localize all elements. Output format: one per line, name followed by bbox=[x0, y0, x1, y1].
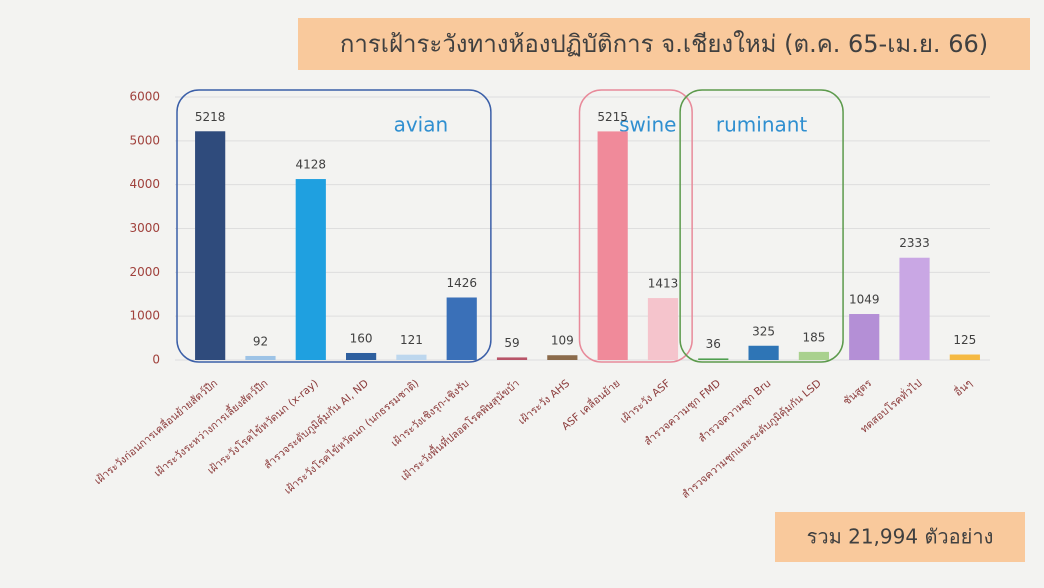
bar bbox=[597, 131, 628, 360]
y-tick-label: 4000 bbox=[129, 177, 160, 191]
y-tick-label: 0 bbox=[152, 353, 160, 367]
bar bbox=[899, 257, 930, 360]
value-label: 5218 bbox=[195, 110, 226, 124]
bar bbox=[295, 179, 326, 360]
value-label: 160 bbox=[350, 331, 373, 345]
bar bbox=[496, 357, 528, 360]
value-label: 109 bbox=[551, 334, 574, 348]
bar bbox=[698, 358, 729, 360]
value-label: 36 bbox=[706, 337, 721, 351]
y-tick-label: 2000 bbox=[129, 265, 160, 279]
group-box bbox=[679, 89, 844, 363]
chart-title: การเฝ้าระวังทางห้องปฏิบัติการ จ.เชียงใหม… bbox=[340, 30, 988, 58]
bar bbox=[396, 354, 427, 360]
y-tick-label: 1000 bbox=[129, 309, 160, 323]
x-tick-label: สำรวจระดับภูมิคุ้มกัน AI, ND bbox=[262, 377, 371, 471]
x-tick-label: อื่นๆ bbox=[951, 376, 975, 399]
bar bbox=[245, 355, 276, 360]
value-label: 59 bbox=[504, 336, 519, 350]
group-box bbox=[578, 89, 693, 363]
bar bbox=[647, 298, 679, 360]
bar bbox=[949, 354, 980, 360]
value-label: 121 bbox=[400, 333, 423, 347]
total-box bbox=[775, 512, 1025, 562]
value-label: 185 bbox=[802, 330, 825, 344]
title-box bbox=[298, 18, 1030, 70]
group-label: avian bbox=[394, 113, 449, 137]
value-label: 92 bbox=[253, 334, 268, 348]
group-box bbox=[176, 89, 492, 363]
value-label: 1413 bbox=[648, 277, 679, 291]
value-label: 125 bbox=[953, 333, 976, 347]
group-label: ruminant bbox=[716, 113, 808, 137]
x-tick-label: เฝ้าระวัง ASF bbox=[618, 377, 673, 426]
bar bbox=[798, 351, 829, 360]
bar bbox=[547, 355, 578, 360]
group-label: swine bbox=[619, 113, 676, 137]
bar bbox=[346, 352, 377, 360]
x-tick-label: ชันสูตร bbox=[841, 377, 874, 408]
y-tick-label: 5000 bbox=[129, 133, 160, 147]
total-label: รวม 21,994 ตัวอย่าง bbox=[807, 525, 994, 549]
bar bbox=[849, 314, 880, 360]
bar bbox=[446, 297, 477, 360]
value-label: 2333 bbox=[899, 236, 930, 250]
y-tick-label: 6000 bbox=[129, 90, 160, 104]
value-label: 325 bbox=[752, 324, 775, 338]
value-label: 4128 bbox=[296, 158, 327, 172]
value-label: 1049 bbox=[849, 293, 880, 307]
bar bbox=[748, 345, 779, 360]
bar bbox=[195, 131, 226, 360]
value-label: 1426 bbox=[446, 276, 477, 290]
y-tick-label: 3000 bbox=[129, 221, 160, 235]
value-label: 5215 bbox=[597, 110, 628, 124]
